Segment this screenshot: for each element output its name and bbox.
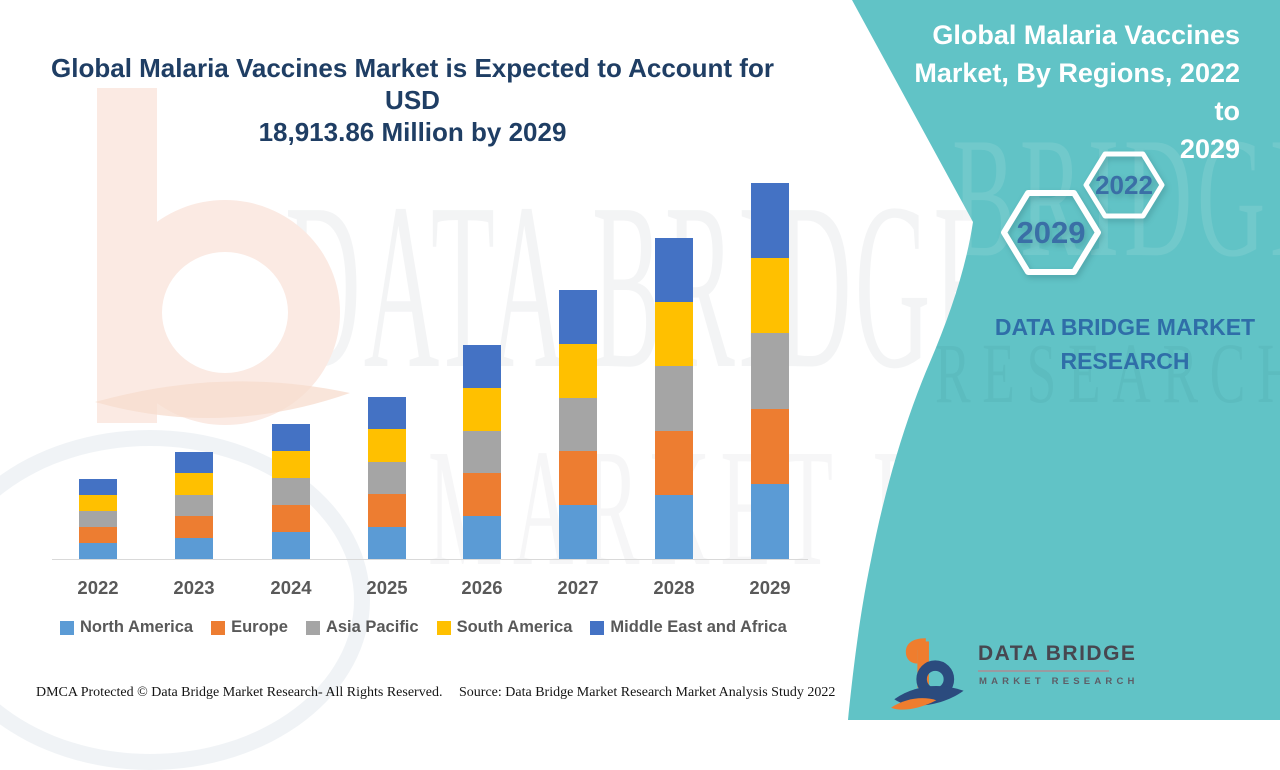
side-heading-line2: Market, By Regions, 2022 to (914, 58, 1240, 126)
bar-segment-2025-europe (368, 494, 406, 527)
hexagon-badge-2022: 2022 (1083, 150, 1165, 220)
bar-segment-2029-europe (751, 408, 789, 484)
legend-item-middle-east-and-africa: Middle East and Africa (590, 618, 787, 637)
legend-item-asia-pacific: Asia Pacific (305, 618, 419, 637)
legend-label: North America (80, 618, 194, 636)
bar-segment-2023-middle-east-and-africa (175, 452, 213, 474)
bar-segment-2028-south-america (655, 302, 693, 367)
x-axis-label-2025: 2025 (366, 577, 408, 598)
bar-segment-2024-europe (272, 504, 310, 532)
chart-legend: North America Europe Asia Pacific South Ame… (60, 618, 787, 637)
bar-segment-2022-north-america (79, 542, 117, 559)
bar-segment-2028-north-america (655, 494, 693, 559)
bar-segment-2024-north-america (272, 531, 310, 559)
bar-segment-2025-asia-pacific (368, 461, 406, 495)
bar-segment-2023-asia-pacific (175, 494, 213, 517)
watermark-b-logo-swoosh (95, 381, 350, 418)
legend-swatch-icon (211, 620, 226, 635)
side-heading-line3: 2029 (1179, 134, 1240, 164)
bar-segment-2025-middle-east-and-africa (368, 396, 406, 430)
bar-segment-2022-middle-east-and-africa (79, 479, 117, 495)
hexagon-outline-icon (1083, 151, 1165, 219)
bar-2023 (175, 452, 213, 559)
teal-side-panel (848, 0, 1280, 720)
dmca-copyright-text: DMCA Protected © Data Bridge Market Rese… (36, 685, 443, 700)
logo-name-text: DATA BRIDGE (978, 642, 1137, 665)
legend-swatch-icon (305, 620, 320, 635)
legend-item-south-america: South America (436, 618, 573, 637)
bar-segment-2024-middle-east-and-africa (272, 423, 310, 451)
hexagon-outline-icon (1001, 190, 1101, 275)
bar-segment-2028-asia-pacific (655, 366, 693, 431)
bar-segment-2026-europe (463, 473, 501, 517)
bar-segment-2023-europe (175, 516, 213, 538)
logo-underline (978, 670, 1109, 672)
databridge-b-icon (891, 638, 964, 710)
panel-brand-line2: RESEARCH (1060, 348, 1190, 374)
bar-2022 (79, 479, 117, 559)
legend-swatch-icon (60, 620, 74, 635)
bar-segment-2029-middle-east-and-africa (751, 182, 789, 259)
x-axis-line (52, 559, 808, 560)
panel-brand-line1: DATA BRIDGE MARKET (994, 314, 1256, 340)
legend-item-north-america: North America (60, 618, 193, 637)
bar-segment-2027-asia-pacific (559, 397, 597, 452)
bar-segment-2027-middle-east-and-africa (559, 290, 597, 344)
chart-title: Global Malaria Vaccines Market is Expect… (30, 52, 795, 148)
x-axis-label-2024: 2024 (270, 577, 312, 598)
chart-title-line1: Global Malaria Vaccines Market is Expect… (51, 53, 774, 115)
bar-segment-2026-middle-east-and-africa (463, 344, 501, 388)
bar-2024 (272, 423, 310, 559)
legend-label: Asia Pacific (325, 618, 419, 636)
hexagon-2029-label: 2029 (1016, 214, 1086, 250)
bar-segment-2029-asia-pacific (751, 333, 789, 409)
bar-2028 (655, 238, 693, 559)
bar-segment-2029-south-america (751, 258, 789, 334)
side-panel-heading: Global Malaria Vaccines Market, By Regio… (910, 16, 1240, 168)
bar-segment-2027-europe (559, 451, 597, 506)
bar-segment-2026-north-america (463, 516, 501, 559)
hexagon-2022-label: 2022 (1095, 169, 1153, 200)
legend-swatch-icon (436, 620, 451, 635)
bar-segment-2022-south-america (79, 494, 117, 511)
chart-title-line2: 18,913.86 Million by 2029 (258, 117, 567, 147)
bar-segment-2029-north-america (751, 483, 789, 559)
bar-segment-2028-europe (655, 430, 693, 495)
x-axis-label-2029: 2029 (749, 577, 791, 598)
x-axis-label-2022: 2022 (77, 577, 119, 598)
x-axis-label-2028: 2028 (653, 577, 695, 598)
bar-segment-2027-north-america (559, 505, 597, 559)
bar-segment-2025-north-america (368, 526, 406, 559)
bar-segment-2028-middle-east-and-africa (655, 238, 693, 303)
bar-2025 (368, 396, 406, 559)
legend-label: Middle East and Africa (610, 618, 787, 636)
legend-label: South America (456, 618, 573, 636)
bar-segment-2024-south-america (272, 450, 310, 478)
x-axis-label-2026: 2026 (461, 577, 503, 598)
side-heading-line1: Global Malaria Vaccines (932, 20, 1240, 50)
hexagon-badge-2029: 2029 (1000, 187, 1102, 278)
bar-2026 (463, 344, 501, 559)
bar-segment-2026-asia-pacific (463, 430, 501, 474)
source-text: Source: Data Bridge Market Research Mark… (459, 685, 836, 700)
x-axis-label-2027: 2027 (557, 577, 599, 598)
panel-brand-text: DATA BRIDGE MARKET RESEARCH (985, 310, 1265, 378)
bar-segment-2026-south-america (463, 387, 501, 431)
bar-segment-2025-south-america (368, 429, 406, 462)
legend-label: Europe (231, 618, 288, 636)
legend-item-europe: Europe (211, 618, 288, 637)
bar-2027 (559, 290, 597, 559)
bar-2029 (751, 182, 789, 559)
bar-segment-2023-south-america (175, 473, 213, 495)
bar-segment-2022-asia-pacific (79, 510, 117, 527)
bar-segment-2027-south-america (559, 343, 597, 398)
bar-segment-2022-europe (79, 526, 117, 543)
bar-segment-2023-north-america (175, 537, 213, 559)
legend-swatch-icon (590, 620, 605, 635)
bar-segment-2024-asia-pacific (272, 477, 310, 505)
logo-subtitle-text: MARKET RESEARCH (979, 676, 1139, 687)
x-axis-label-2023: 2023 (173, 577, 215, 598)
